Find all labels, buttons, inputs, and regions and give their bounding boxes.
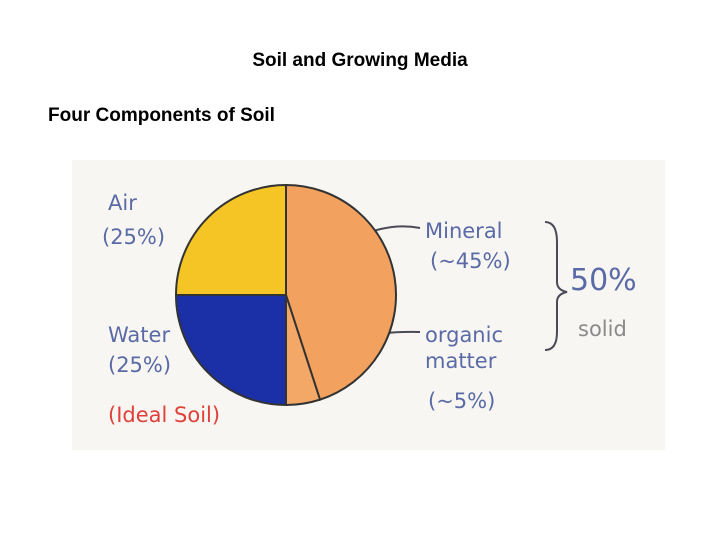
slice-value-label: (25%) [102,225,166,249]
slide-subtitle: Four Components of Soil [48,105,275,126]
brace [544,221,568,351]
annotation: (Ideal Soil) [108,403,221,427]
annotation: solid [578,317,627,341]
slice-label: organic matter [425,323,504,373]
annotation: 50% [570,263,637,298]
pie-slice [174,294,287,407]
slice-label: Mineral [425,219,503,243]
slice-value-label: (25%) [108,353,172,377]
slice-value-label: (~45%) [430,249,511,273]
pie-slice [285,183,397,401]
pie-slice [174,183,287,296]
slide-title: Soil and Growing Media [252,50,468,71]
slice-label: Water [108,323,171,347]
slice-value-label: (~5%) [428,389,496,413]
slice-label: Air [108,191,137,215]
